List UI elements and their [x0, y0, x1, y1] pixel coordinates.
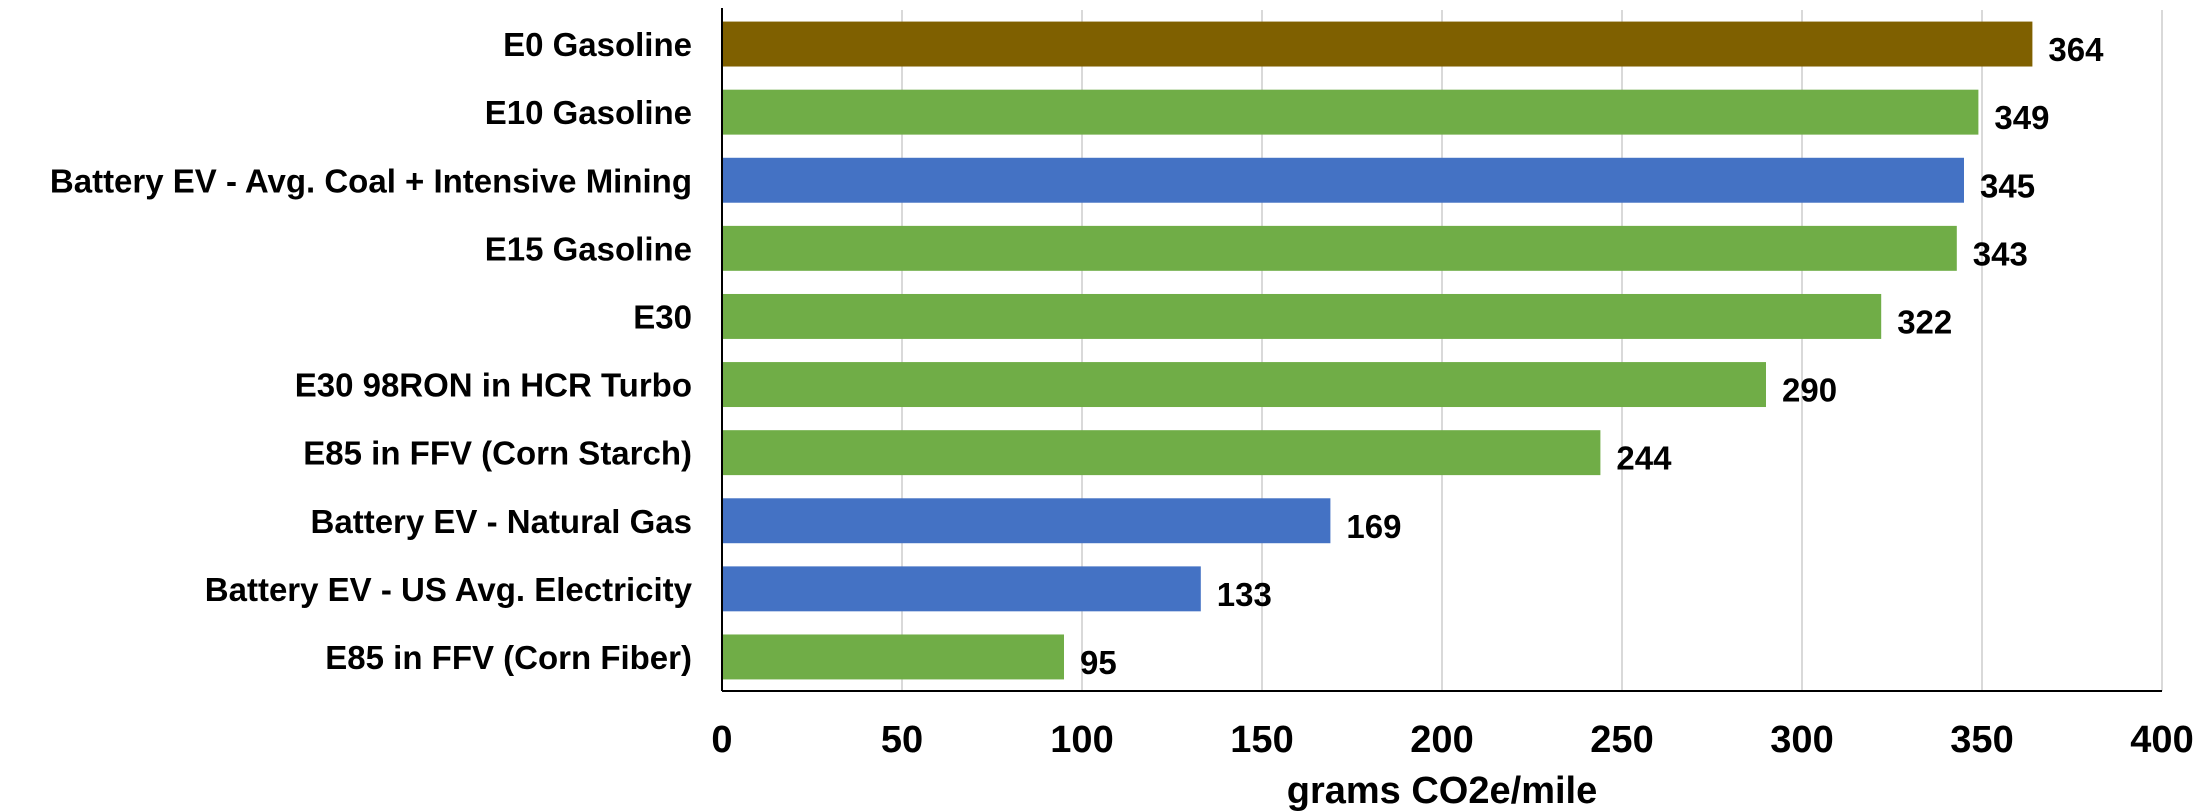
bar — [722, 21, 2033, 67]
bar — [722, 362, 1766, 408]
data-label: 349 — [1994, 99, 2049, 136]
bar — [722, 225, 1957, 271]
x-tick-label: 0 — [711, 719, 732, 761]
bars — [722, 21, 2033, 680]
data-label: 364 — [2048, 31, 2104, 68]
data-label: 290 — [1782, 372, 1837, 409]
bar — [722, 157, 1964, 203]
category-label: E15 Gasoline — [485, 230, 692, 267]
bar — [722, 634, 1064, 680]
data-label: 95 — [1080, 644, 1117, 681]
data-label: 343 — [1973, 235, 2028, 272]
data-label: 345 — [1980, 167, 2035, 204]
bar — [722, 293, 1882, 339]
category-label: Battery EV - Avg. Coal + Intensive Minin… — [50, 162, 692, 199]
category-label: E85 in FFV (Corn Starch) — [303, 435, 692, 472]
x-tick-label: 250 — [1590, 719, 1653, 761]
x-tick-label: 100 — [1050, 719, 1113, 761]
x-axis-title: grams CO2e/mile — [1287, 770, 1597, 811]
axes — [721, 8, 2162, 692]
category-label: E10 Gasoline — [485, 94, 692, 131]
bar — [722, 498, 1331, 544]
data-label: 244 — [1616, 440, 1672, 477]
bar — [722, 430, 1601, 476]
data-label: 133 — [1217, 576, 1272, 613]
x-tick-label: 50 — [881, 719, 923, 761]
x-tick-label: 350 — [1950, 719, 2013, 761]
data-label: 322 — [1897, 303, 1952, 340]
x-tick-label: 300 — [1770, 719, 1833, 761]
category-label: Battery EV - Natural Gas — [311, 503, 692, 540]
labels: 0 50 100 150 200 250 300 350 400 E0 Gasoline 364 E1… — [50, 26, 2194, 761]
bar — [722, 566, 1201, 612]
x-tick-label: 150 — [1230, 719, 1293, 761]
data-label: 169 — [1346, 508, 1401, 545]
category-label: Battery EV - US Avg. Electricity — [205, 571, 693, 608]
x-tick-label: 200 — [1410, 719, 1473, 761]
x-tick-label: 400 — [2130, 719, 2193, 761]
category-label: E30 98RON in HCR Turbo — [295, 367, 692, 404]
category-label: E0 Gasoline — [503, 26, 692, 63]
category-label: E30 — [633, 298, 692, 335]
category-label: E85 in FFV (Corn Fiber) — [325, 639, 692, 676]
bar — [722, 89, 1979, 135]
